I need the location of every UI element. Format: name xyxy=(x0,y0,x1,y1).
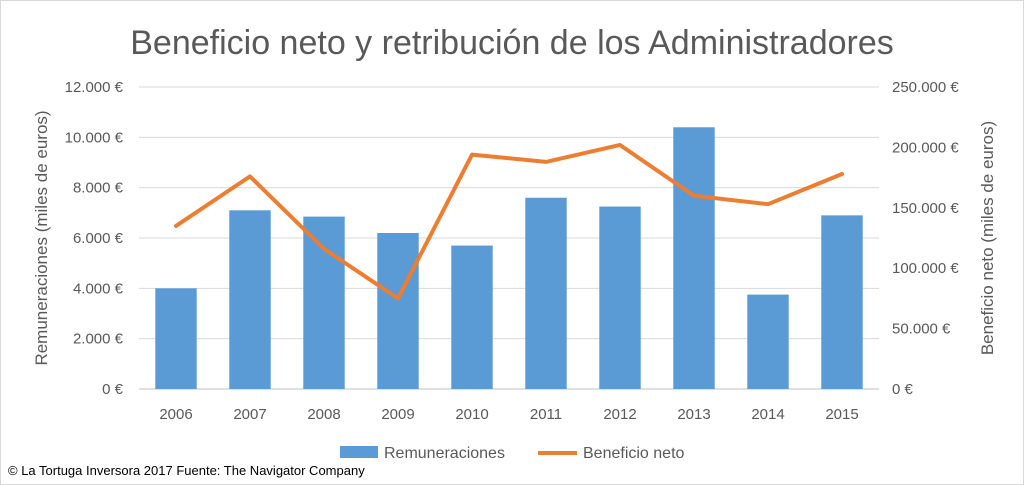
bar xyxy=(821,215,863,389)
x-tick-label: 2011 xyxy=(530,406,562,423)
footer-credit: © La Tortuga Inversora 2017 Fuente: The … xyxy=(8,463,365,478)
axes: 0 € 2.000 € 4.000 € 6.000 € 8.000 € 10.000 € 1… xyxy=(32,79,997,423)
y-right-axis-title: Beneficio neto (miles de euros) xyxy=(978,121,997,355)
y-left-tick-label: 8.000 € xyxy=(73,180,124,197)
line-path xyxy=(174,142,844,301)
x-tick-label: 2012 xyxy=(603,406,636,423)
y-right-tick-label: 50.000 € xyxy=(892,321,951,338)
y-left-tick-label: 2.000 € xyxy=(73,331,124,348)
x-tick-label: 2009 xyxy=(381,406,414,423)
y-right-tick-label: 200.000 € xyxy=(892,139,959,156)
bar xyxy=(377,232,419,389)
y-right-tick-label: 0 € xyxy=(892,381,914,398)
y-left-tick-label: 4.000 € xyxy=(73,280,124,297)
y-left-tick-label: 12.000 € xyxy=(65,79,124,96)
legend-label-beneficio: Beneficio neto xyxy=(583,445,685,462)
y-right-tick-label: 250.000 € xyxy=(892,79,959,96)
bar xyxy=(155,288,197,389)
legend: Remuneraciones Beneficio neto xyxy=(340,445,685,462)
bar xyxy=(525,197,567,389)
line-series xyxy=(174,142,844,301)
legend-label-remuneraciones: Remuneraciones xyxy=(384,445,505,462)
x-tick-label: 2007 xyxy=(233,406,266,423)
y-right-tick-label: 100.000 € xyxy=(892,260,959,277)
x-tick-label: 2010 xyxy=(455,406,488,423)
y-left-tick-label: 0 € xyxy=(102,381,124,398)
legend-swatch-remuneraciones xyxy=(340,446,378,458)
x-tick-label: 2006 xyxy=(159,406,192,423)
x-tick-label: 2013 xyxy=(677,406,710,423)
x-tick-label: 2015 xyxy=(825,406,858,423)
x-tick-label: 2014 xyxy=(751,406,784,423)
bar xyxy=(303,216,345,389)
bar xyxy=(229,210,271,389)
bar xyxy=(451,245,493,389)
y-left-tick-label: 10.000 € xyxy=(65,129,124,146)
bar xyxy=(747,294,789,389)
chart-title: Beneficio neto y retribución de los Admi… xyxy=(130,24,894,62)
y-left-axis-title: Remuneraciones (miles de euros) xyxy=(32,110,51,365)
y-right-tick-label: 150.000 € xyxy=(892,200,959,217)
bar xyxy=(599,206,641,389)
x-tick-label: 2008 xyxy=(307,406,340,423)
bar xyxy=(673,127,715,390)
y-left-tick-label: 6.000 € xyxy=(73,230,124,247)
bar-series xyxy=(155,127,863,390)
